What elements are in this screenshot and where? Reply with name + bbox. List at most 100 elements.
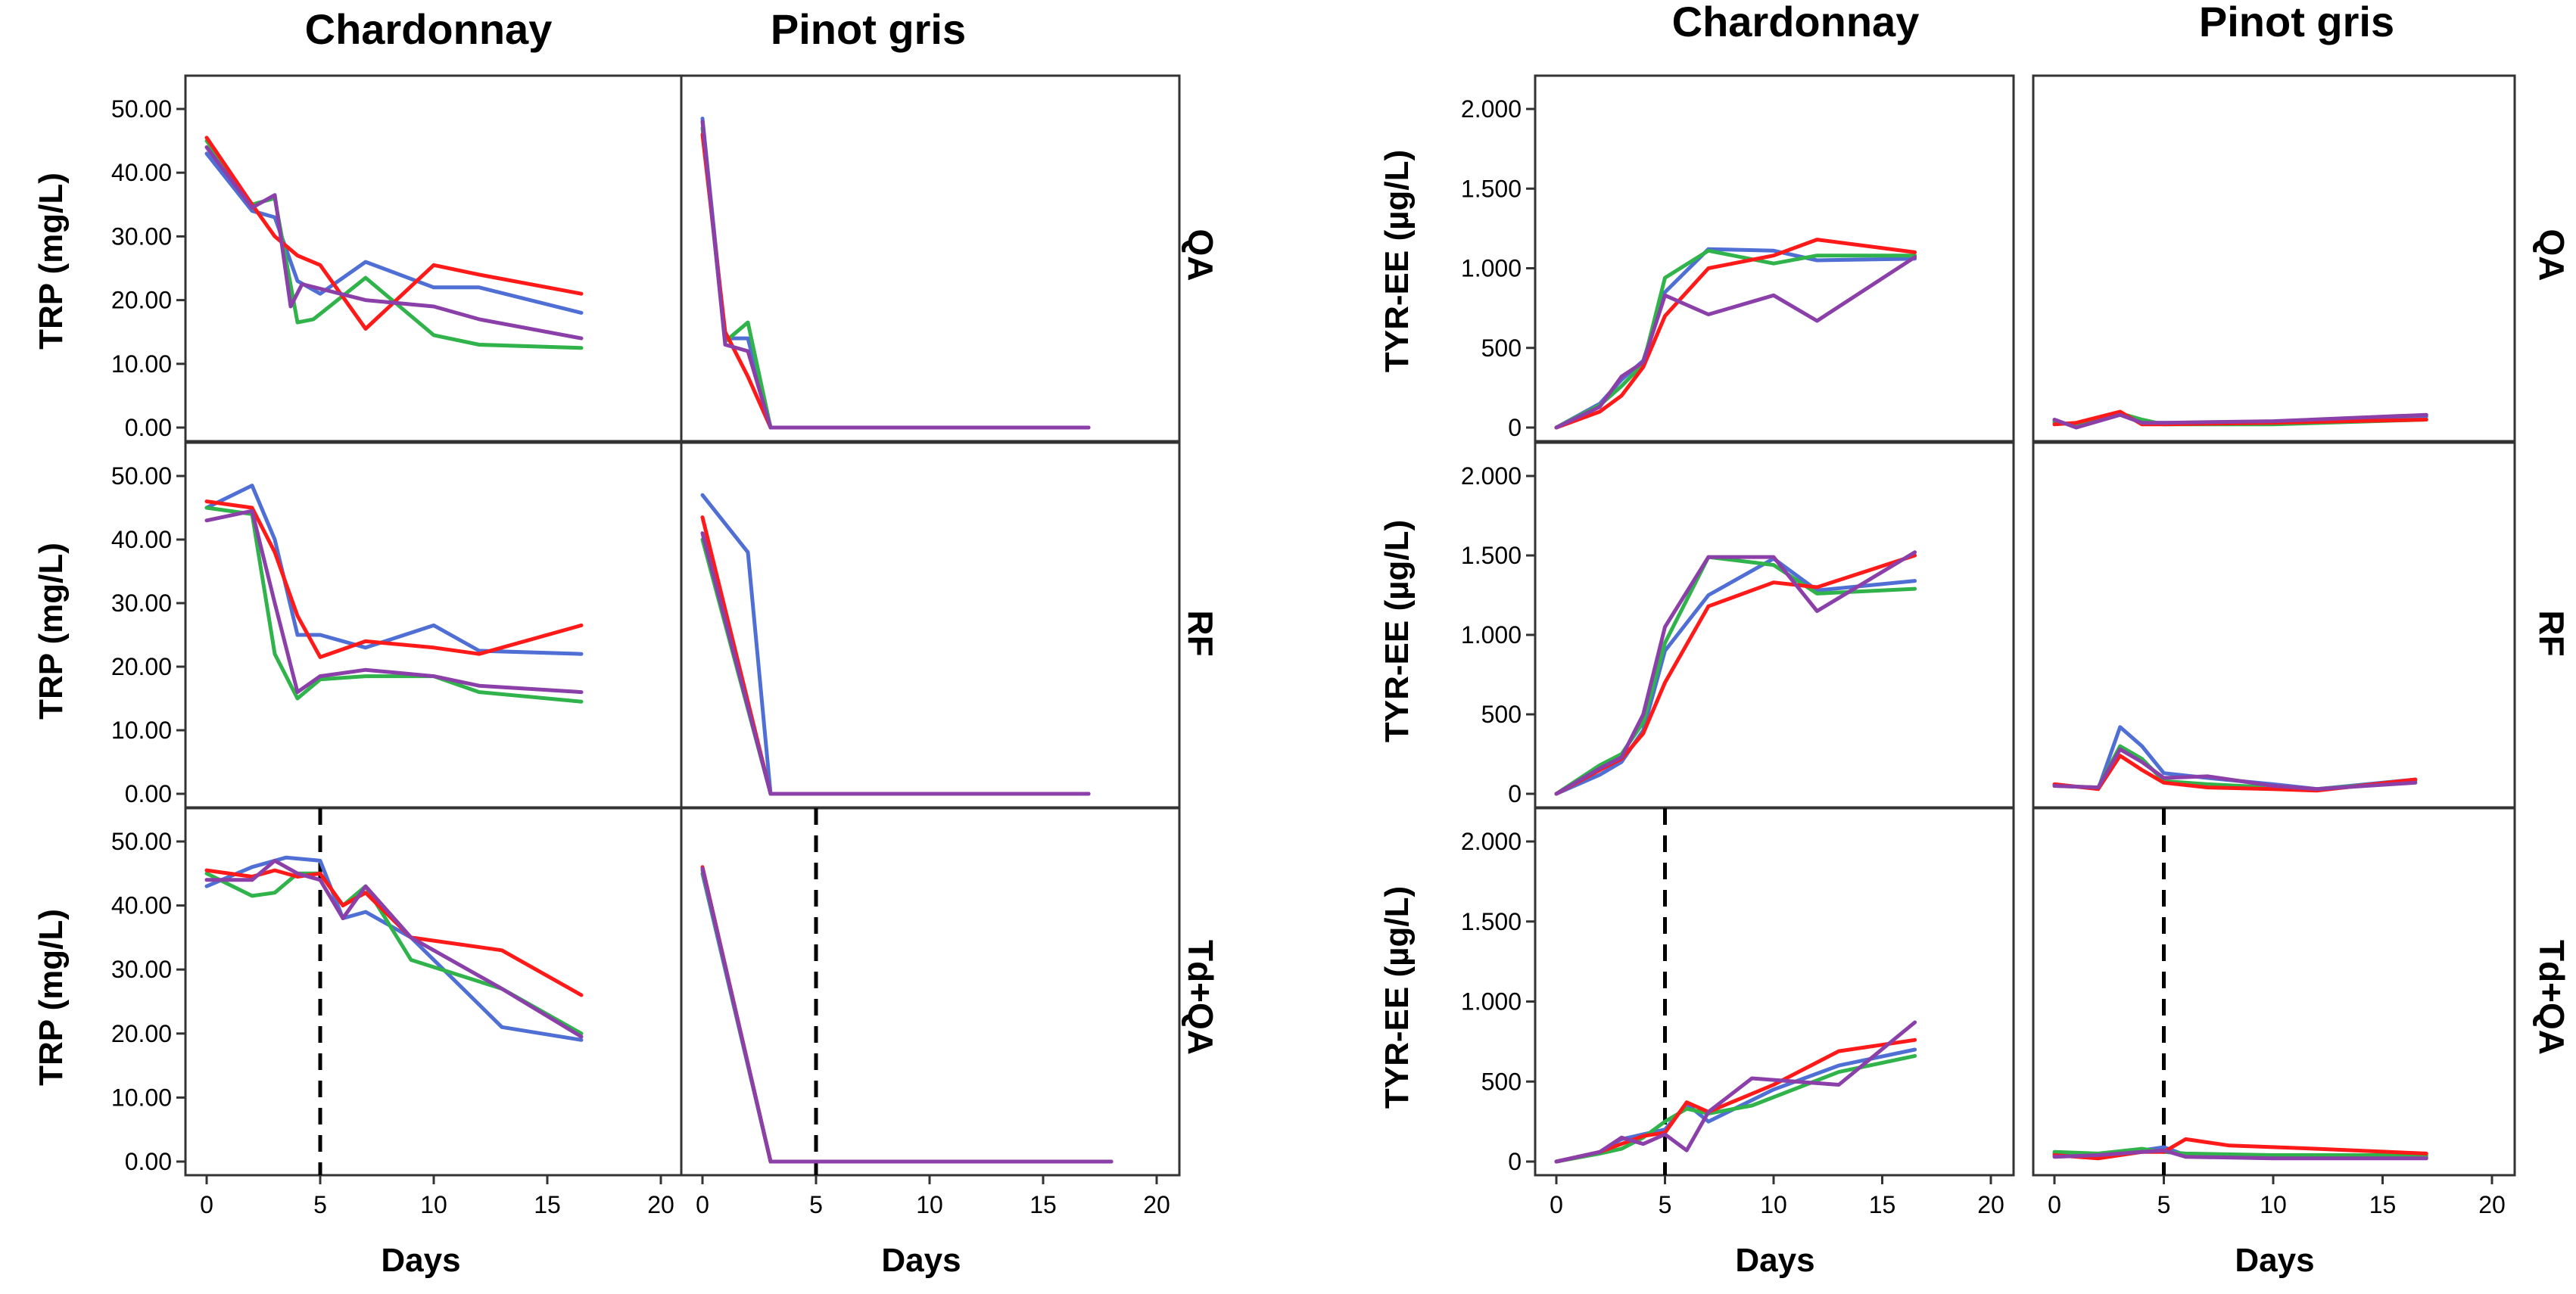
series-line-3	[2052, 412, 2428, 430]
y-tick-label: 40.00	[111, 526, 172, 553]
series-line-3	[1554, 550, 1917, 796]
y-tick-label: 1.500	[1461, 542, 1522, 569]
col-title-tyr-pinot-gris: Pinot gris	[2199, 0, 2394, 45]
x-tick-label: 5	[809, 1191, 823, 1218]
series-line-3	[2052, 747, 2418, 792]
x-tick-label: 20	[1143, 1191, 1170, 1218]
y-tick-label: 500	[1481, 701, 1522, 728]
y-tick-label: 10.00	[111, 1084, 172, 1111]
y-title-trp-tdqa: TRP (mg/L)	[33, 909, 70, 1086]
row-label-tyr-rf: RF	[2532, 610, 2571, 656]
panel-frame	[2032, 807, 2516, 1177]
series-line-3	[700, 120, 1091, 430]
x-tick-label: 0	[2048, 1191, 2061, 1218]
row-label-trp-qa: QA	[1181, 229, 1220, 282]
row-label-tyr-qa: QA	[2532, 229, 2571, 282]
x-tick-label: 5	[2157, 1191, 2171, 1218]
series-line-3	[1554, 1020, 1917, 1164]
series-line-3	[204, 509, 584, 695]
series-line-3	[700, 866, 1114, 1164]
y-tick-label: 1.000	[1461, 988, 1522, 1016]
panel-frame	[680, 807, 1181, 1177]
y-tick-label: 2.000	[1461, 828, 1522, 855]
y-tick-label: 50.00	[111, 828, 172, 855]
y-tick-label: 0.00	[125, 1148, 172, 1175]
panel-0-3	[680, 441, 1181, 809]
series-line-2	[1554, 1037, 1917, 1164]
panel-0-2: 0.00 10.00 20.00 30.00 40.00 50.00	[111, 441, 685, 809]
panel-1-0: 0 500 1.000 1.500 2.000	[1461, 74, 2015, 443]
x-tick-label: 20	[647, 1191, 674, 1218]
y-tick-label: 10.00	[111, 350, 172, 378]
col-title-trp-chardonnay: Chardonnay	[305, 5, 553, 53]
panel-1-1	[2032, 74, 2516, 443]
row-label-trp-tdqa: Td+QA	[1181, 940, 1220, 1055]
x-tick-label: 15	[1029, 1191, 1057, 1218]
y-tick-label: 0	[1508, 1148, 1522, 1175]
y-tick-label: 2.000	[1461, 462, 1522, 490]
panel-frame	[1534, 807, 2015, 1177]
panel-1-4: 0 500 1.000 1.500 2.000 0 5 10 15 20	[1461, 807, 2015, 1218]
y-tick-label: 0	[1508, 414, 1522, 441]
series-line-0	[204, 484, 584, 656]
x-tick-label: 10	[420, 1191, 447, 1218]
panel-frame	[184, 807, 685, 1177]
y-tick-label: 0	[1508, 780, 1522, 807]
series-line-2	[204, 499, 584, 659]
row-label-trp-rf: RF	[1181, 610, 1220, 656]
series-line-1	[204, 505, 584, 704]
y-tick-label: 20.00	[111, 653, 172, 680]
x-tick-label: 20	[1977, 1191, 2004, 1218]
col-title-tyr-chardonnay: Chardonnay	[1672, 0, 1920, 45]
y-tick-label: 2.000	[1461, 95, 1522, 123]
x-tick-label: 5	[313, 1191, 327, 1218]
panel-frame	[1534, 441, 2015, 809]
x-title-tyr-pinot-gris: Days	[2235, 1242, 2314, 1279]
y-tick-label: 40.00	[111, 892, 172, 919]
series-line-3	[2052, 1148, 2428, 1161]
panel-frame	[680, 74, 1181, 443]
panel-frame	[184, 74, 685, 443]
y-tick-label: 20.00	[111, 1020, 172, 1047]
panels-layer: 0.00 10.00 20.00 30.00 40.00 50.00 0.00 10.00 20…	[111, 74, 2516, 1218]
y-tick-label: 1.500	[1461, 175, 1522, 202]
series-line-0	[1554, 556, 1917, 796]
series-line-2	[1554, 238, 1917, 430]
x-title-trp-chardonnay: Days	[381, 1242, 460, 1279]
x-tick-label: 0	[200, 1191, 213, 1218]
y-tick-label: 500	[1481, 1068, 1522, 1095]
y-tick-label: 10.00	[111, 717, 172, 744]
y-tick-label: 30.00	[111, 222, 172, 250]
y-tick-label: 30.00	[111, 956, 172, 983]
y-title-tyr-tdqa: TYR-EE (µg/L)	[1378, 886, 1416, 1109]
y-title-tyr-rf: TYR-EE (µg/L)	[1378, 520, 1416, 742]
y-tick-label: 50.00	[111, 462, 172, 490]
y-tick-label: 30.00	[111, 589, 172, 617]
panel-frame	[1534, 74, 2015, 443]
x-tick-label: 15	[1869, 1191, 1896, 1218]
y-tick-label: 50.00	[111, 95, 172, 123]
series-line-3	[700, 531, 1091, 796]
y-tick-label: 20.00	[111, 287, 172, 314]
x-title-trp-pinot-gris: Days	[881, 1242, 961, 1279]
panel-0-1	[680, 74, 1181, 443]
panel-frame	[2032, 441, 2516, 809]
panel-0-4: 0.00 10.00 20.00 30.00 40.00 50.00 0 5 10 15 20	[111, 807, 685, 1218]
y-tick-label: 0.00	[125, 414, 172, 441]
y-title-trp-rf: TRP (mg/L)	[33, 543, 70, 720]
panel-1-5: 0 5 10 15 20	[2032, 807, 2516, 1218]
x-tick-label: 10	[916, 1191, 943, 1218]
y-tick-label: 500	[1481, 334, 1522, 362]
row-label-tyr-tdqa: Td+QA	[2532, 940, 2571, 1055]
x-title-tyr-chardonnay: Days	[1735, 1242, 1814, 1279]
series-line-2	[204, 135, 584, 331]
y-tick-label: 1.000	[1461, 255, 1522, 282]
x-tick-label: 0	[1550, 1191, 1563, 1218]
series-line-3	[1554, 255, 1917, 430]
x-tick-label: 20	[2478, 1191, 2506, 1218]
series-line-2	[204, 868, 584, 997]
x-tick-label: 10	[2260, 1191, 2287, 1218]
x-tick-label: 10	[1760, 1191, 1787, 1218]
panel-frame	[2032, 74, 2516, 443]
